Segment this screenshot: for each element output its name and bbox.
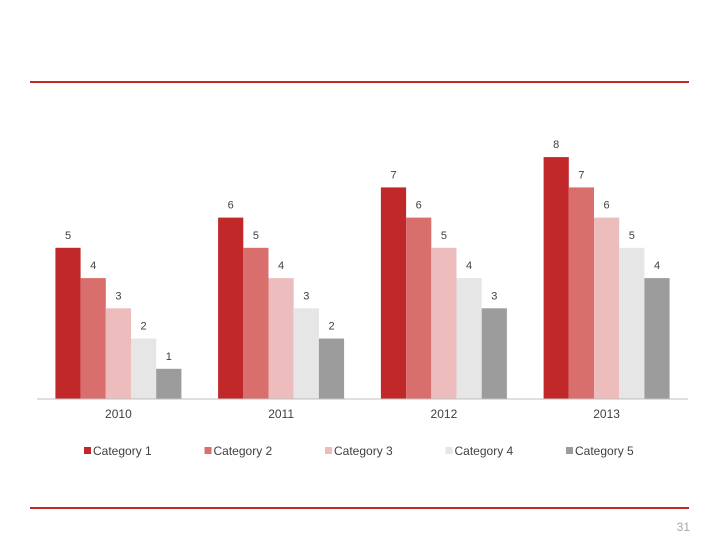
x-tick-label-2012: 2012 — [431, 407, 458, 421]
data-label-2010-series-4: 2 — [141, 321, 147, 333]
bar-2013-series-2 — [568, 187, 594, 399]
bar-2011-series-4 — [293, 308, 319, 399]
bar-2010-series-4 — [131, 338, 157, 399]
bar-2010-series-5 — [156, 368, 182, 399]
bar-2012-series-4 — [456, 278, 482, 399]
bar-2013-series-1 — [543, 157, 569, 399]
x-tick-label-2011: 2011 — [268, 407, 294, 421]
data-label-2011-series-1: 6 — [228, 200, 234, 212]
bar-2010-series-2 — [80, 278, 106, 399]
legend-swatch-series-2 — [204, 447, 212, 454]
slide-number: 31 — [676, 520, 690, 534]
data-label-2011-series-2: 5 — [253, 230, 259, 242]
data-label-2012-series-3: 5 — [441, 230, 447, 242]
bar-2011-series-2 — [243, 247, 269, 399]
data-label-2010-series-3: 3 — [115, 290, 121, 302]
x-tick-label-2010: 2010 — [105, 407, 132, 421]
data-label-2012-series-4: 4 — [466, 260, 472, 272]
data-label-2013-series-4: 5 — [629, 230, 635, 242]
data-label-2010-series-2: 4 — [90, 260, 96, 272]
bar-2011-series-3 — [268, 278, 294, 399]
data-label-2013-series-2: 7 — [578, 169, 584, 181]
bar-2013-series-4 — [619, 247, 645, 399]
data-label-2011-series-4: 3 — [303, 290, 309, 302]
data-label-2010-series-5: 1 — [166, 351, 172, 363]
legend-label-series-3: Category 3 — [334, 444, 393, 458]
bar-2012-series-5 — [481, 308, 507, 399]
legend: Category 1 Category 2 Category 3 Category 4… — [84, 444, 634, 458]
bar-2012-series-2 — [406, 217, 432, 399]
bar-2010-series-1 — [55, 247, 81, 399]
legend-swatch-series-5 — [566, 447, 573, 454]
legend-label-series-1: Category 1 — [93, 444, 152, 458]
bar-2010-series-3 — [105, 308, 131, 399]
bottom-divider-rule — [30, 507, 689, 509]
x-axis-ticks-layer: 2010 2011 2012 2013 — [105, 407, 620, 421]
data-label-2012-series-1: 7 — [390, 169, 396, 181]
legend-swatch-series-4 — [445, 447, 453, 454]
bar-2013-series-3 — [594, 217, 620, 399]
top-divider-rule — [30, 81, 689, 83]
bar-2013-series-5 — [644, 278, 670, 399]
legend-label-series-4: Category 4 — [455, 444, 514, 458]
legend-label-series-2: Category 2 — [214, 444, 273, 458]
data-label-2013-series-3: 6 — [604, 200, 610, 212]
data-label-2012-series-5: 3 — [491, 290, 497, 302]
bars-layer — [55, 157, 670, 399]
data-labels-layer: 5 4 3 2 1 6 5 4 3 2 7 6 5 4 3 8 7 6 5 4 — [65, 139, 660, 363]
x-tick-label-2013: 2013 — [593, 407, 620, 421]
data-label-2013-series-5: 4 — [654, 260, 660, 272]
legend-swatch-series-3 — [325, 447, 332, 454]
data-label-2011-series-3: 4 — [278, 260, 284, 272]
bar-2012-series-1 — [380, 187, 407, 399]
bar-2011-series-5 — [318, 338, 345, 399]
data-label-2010-series-1: 5 — [65, 230, 71, 242]
bar-2011-series-1 — [218, 217, 244, 399]
legend-swatch-series-1 — [84, 447, 91, 454]
legend-label-series-5: Category 5 — [575, 444, 634, 458]
data-label-2012-series-2: 6 — [416, 200, 422, 212]
data-label-2013-series-1: 8 — [553, 139, 559, 151]
bar-2012-series-3 — [431, 247, 457, 399]
data-label-2011-series-5: 2 — [328, 321, 334, 333]
